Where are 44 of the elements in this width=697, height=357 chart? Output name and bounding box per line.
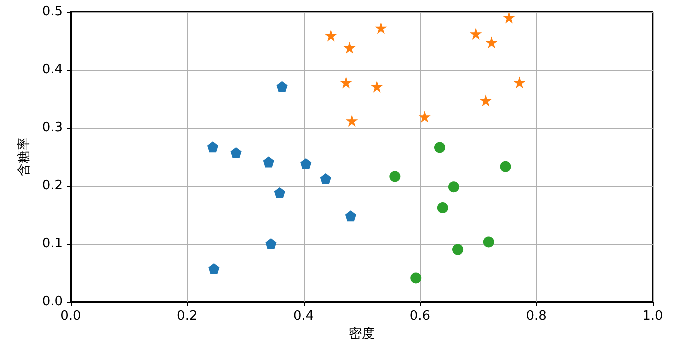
point xyxy=(208,142,219,153)
y-axis-title: 含糖率 xyxy=(16,138,32,176)
x-tick-label: 1.0 xyxy=(642,309,664,324)
point xyxy=(208,263,220,274)
point xyxy=(418,110,431,123)
point xyxy=(325,30,338,42)
point xyxy=(480,94,492,107)
y-tick-label: 0.3 xyxy=(42,120,63,136)
point xyxy=(448,182,460,193)
point xyxy=(320,174,332,185)
point xyxy=(470,28,482,40)
point xyxy=(452,244,464,256)
point xyxy=(500,161,512,172)
y-tick-label: 0.2 xyxy=(42,178,63,194)
y-tick-label: 0.0 xyxy=(42,294,63,310)
y-tick-label: 0.4 xyxy=(42,62,63,78)
point xyxy=(345,210,356,222)
point xyxy=(483,236,494,248)
x-tick-label: 0.8 xyxy=(526,309,547,324)
x-tick-label: 0.6 xyxy=(410,309,431,324)
point xyxy=(340,76,352,89)
y-tick-label: 0.1 xyxy=(42,236,63,252)
x-tick-label: 0.0 xyxy=(60,309,82,324)
point xyxy=(263,156,274,168)
point xyxy=(274,187,286,198)
x-axis-title: 密度 xyxy=(349,326,375,342)
x-tick-label: 0.4 xyxy=(293,309,314,324)
point xyxy=(276,81,288,92)
point xyxy=(390,171,401,182)
point xyxy=(344,42,356,54)
point xyxy=(514,76,526,89)
x-tick-label: 0.2 xyxy=(177,309,198,324)
point xyxy=(503,12,516,24)
point xyxy=(266,238,277,250)
point xyxy=(300,158,312,170)
y-tick-label: 0.5 xyxy=(42,4,63,20)
point xyxy=(437,202,448,214)
point xyxy=(434,142,446,154)
point xyxy=(371,80,384,93)
point xyxy=(346,115,358,128)
point xyxy=(486,36,498,49)
point xyxy=(410,272,422,284)
point xyxy=(375,22,388,34)
point xyxy=(230,147,242,158)
